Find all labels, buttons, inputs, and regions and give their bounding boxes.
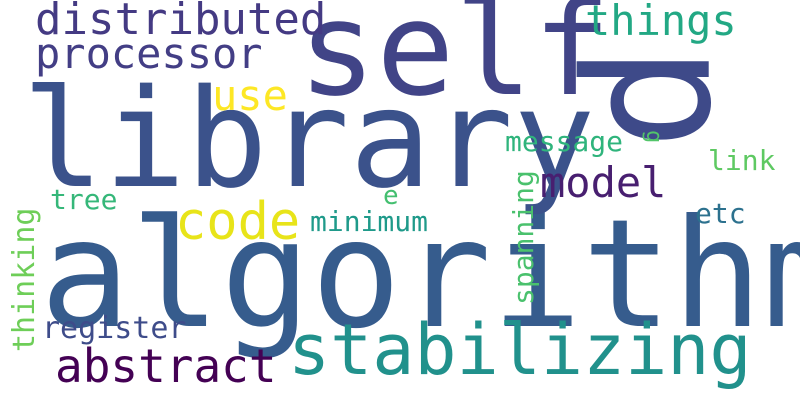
word-stabilizing: stabilizing xyxy=(288,309,752,391)
word-register: register xyxy=(42,311,187,346)
word-e: e xyxy=(383,181,399,211)
word-library: library xyxy=(22,61,596,219)
word-code: code xyxy=(175,192,301,252)
word-algorithm: algorithm xyxy=(40,188,800,362)
word-model: model xyxy=(540,158,667,207)
word-thinking: thinking xyxy=(7,207,42,353)
word-distributed: distributed xyxy=(35,0,327,45)
word-processor: processor xyxy=(35,29,263,78)
word-g: g xyxy=(641,130,666,144)
word-abstract: abstract xyxy=(55,339,277,393)
word-use: use xyxy=(212,71,288,120)
word-spanning: spanning xyxy=(507,170,540,305)
word-things: things xyxy=(585,0,737,45)
word-minimum: minimum xyxy=(310,205,429,238)
word-self: self xyxy=(298,0,612,125)
word-message: message xyxy=(505,125,624,158)
word-link: link xyxy=(708,144,776,177)
word-etc: etc xyxy=(695,197,746,230)
word-tree: tree xyxy=(50,183,118,216)
